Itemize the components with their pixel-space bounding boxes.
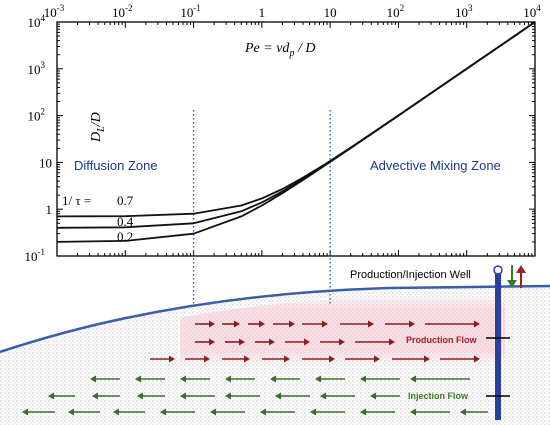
production-arrow-head — [209, 320, 215, 328]
production-arrow-head — [234, 320, 240, 328]
injection-arrows — [22, 375, 488, 416]
production-arrow-head — [474, 355, 480, 363]
injection-arrow-head — [410, 375, 416, 383]
injection-arrow-head — [180, 392, 186, 400]
y-tick-label: 104 — [28, 13, 46, 30]
advective-zone-label: Advective Mixing Zone — [370, 158, 501, 173]
injection-arrow-head — [137, 392, 143, 400]
production-arrow-head — [239, 338, 245, 346]
production-arrow-head — [339, 338, 345, 346]
injection-arrow-head — [270, 375, 276, 383]
production-arrow-head — [269, 338, 275, 346]
y-tick-label: 10-1 — [25, 247, 46, 264]
reservoir-diagram: Production/Injection Well Production Flo… — [0, 265, 550, 425]
well-label: Production/Injection Well — [350, 269, 471, 281]
y-tick-label: 103 — [28, 60, 46, 77]
curve-label-0.2: 0.2 — [117, 229, 133, 244]
x-axis-title: Pe = vdp / D — [244, 41, 315, 59]
production-arrow-head — [368, 320, 374, 328]
x-tick-label: 10-1 — [180, 3, 201, 20]
injection-arrow-head — [180, 375, 186, 383]
production-zone-band — [180, 295, 505, 365]
injection-arrow-head — [360, 375, 366, 383]
injection-arrow-head — [68, 408, 74, 416]
injection-arrow-head — [260, 408, 266, 416]
chart: 10-3 10-2 10-1 1 10 102 103 104 10410310210110-… — [25, 3, 542, 306]
x-tick-label: 10 — [324, 5, 337, 20]
production-arrow-head — [259, 320, 265, 328]
injection-arrow-head — [460, 408, 466, 416]
wellhead-icon — [493, 265, 503, 275]
injection-arrow-head — [113, 408, 119, 416]
injection-arrow-head — [48, 392, 54, 400]
production-arrow-head — [304, 338, 310, 346]
x-tick-labels: 10-3 10-2 10-1 1 10 102 103 104 — [44, 3, 542, 20]
up-down-arrows-icon — [507, 265, 526, 288]
y-axis-title: DL/D — [89, 112, 107, 143]
injection-arrow-head — [160, 408, 166, 416]
x-tick-label: 103 — [455, 3, 473, 20]
injection-arrow-head — [90, 375, 96, 383]
x-tick-label: 10-2 — [112, 3, 132, 20]
production-arrow-head — [329, 355, 335, 363]
x-tick-label: 102 — [387, 3, 405, 20]
curve-0.2 — [56, 21, 536, 243]
injection-arrow-head — [320, 392, 326, 400]
curve-label-prefix: 1/ τ = — [62, 193, 91, 208]
production-arrow-head — [209, 338, 215, 346]
production-arrow-head — [284, 355, 290, 363]
injection-arrow-head — [360, 408, 366, 416]
y-tick-label: 102 — [28, 107, 46, 124]
injection-arrow-head — [22, 408, 28, 416]
curve-label-0.4: 0.4 — [117, 214, 134, 229]
injection-arrow-head — [310, 408, 316, 416]
y-tick-label: 10 — [39, 155, 52, 170]
injection-arrow-head — [210, 408, 216, 416]
injection-arrow-head — [370, 392, 376, 400]
injection-arrow-head — [410, 408, 416, 416]
zone-boundaries — [192, 110, 331, 306]
well-bore — [495, 270, 501, 420]
production-arrow-head — [204, 355, 210, 363]
dispersion-curves — [56, 21, 536, 243]
x-tick-label: 104 — [523, 3, 541, 20]
injection-arrow-head — [135, 375, 141, 383]
production-arrow-head — [409, 320, 415, 328]
production-flow-label: Production Flow — [406, 335, 477, 345]
injection-arrow-head — [92, 392, 98, 400]
production-arrow-head — [389, 338, 395, 346]
diffusion-zone-label: Diffusion Zone — [74, 158, 158, 173]
plot-frame — [56, 21, 536, 257]
production-arrow-head — [474, 320, 480, 328]
production-arrow-head — [374, 355, 380, 363]
reservoir-boundary — [0, 284, 550, 354]
production-arrow-head — [169, 355, 175, 363]
injection-arrow-head — [275, 392, 281, 400]
injection-flow-label: Injection Flow — [408, 391, 469, 401]
axis-ticks — [56, 22, 535, 257]
production-arrow-head — [244, 355, 250, 363]
production-arrow-head — [322, 320, 328, 328]
production-arrow-head — [289, 320, 295, 328]
production-arrows — [150, 320, 480, 363]
injection-arrow-head — [225, 375, 231, 383]
injection-arrow-head — [315, 375, 321, 383]
y-tick-label: 1 — [46, 202, 53, 217]
x-tick-label: 1 — [259, 5, 266, 20]
production-arrow-head — [424, 355, 430, 363]
injection-arrow-head — [225, 392, 231, 400]
x-tick-label: 10-3 — [44, 3, 65, 20]
curve-label-0.7: 0.7 — [117, 193, 134, 208]
